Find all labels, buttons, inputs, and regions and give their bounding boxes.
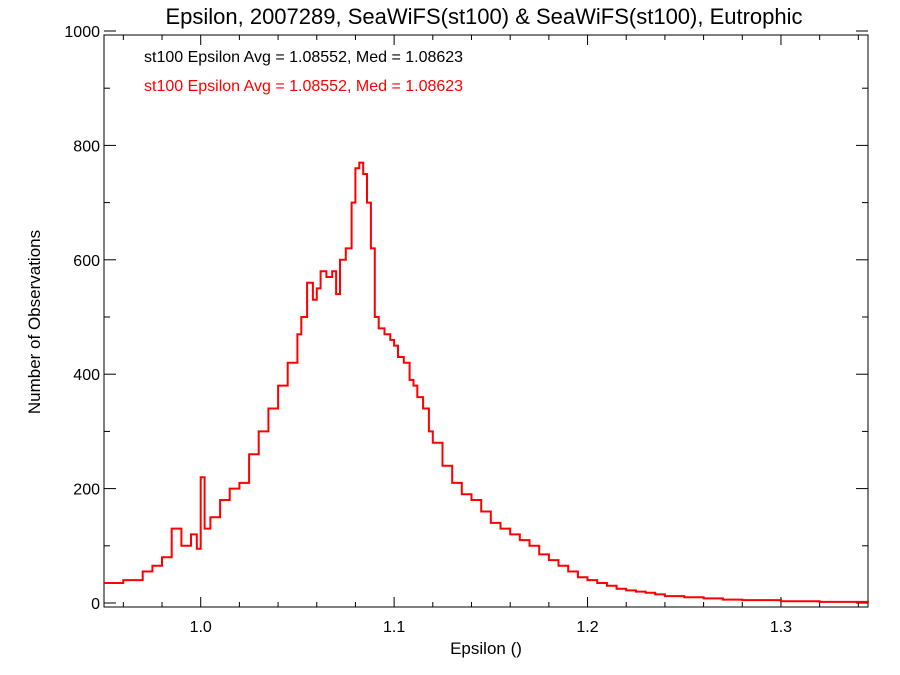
- y-tick-label: 800: [73, 138, 100, 155]
- x-tick-label: 1.0: [190, 619, 212, 636]
- y-tick-label: 600: [73, 253, 100, 270]
- y-tick-label: 1000: [64, 24, 100, 41]
- series-line: [104, 161, 869, 603]
- annotation-red: st100 Epsilon Avg = 1.08552, Med = 1.086…: [144, 78, 463, 95]
- x-axis-label: Epsilon (): [450, 639, 522, 658]
- y-tick-label: 400: [73, 367, 100, 384]
- x-tick-label: 1.1: [383, 619, 405, 636]
- x-tick-label: 1.2: [576, 619, 598, 636]
- plot-area: 1.0 1.1 1.2 1.3 0 200 400 600 800 1000: [64, 24, 869, 636]
- y-tick-label: 0: [91, 596, 100, 613]
- x-tick-label: 1.3: [770, 619, 792, 636]
- chart-title: Epsilon, 2007289, SeaWiFS(st100) & SeaWi…: [165, 4, 802, 29]
- plot-frame: [103, 34, 869, 608]
- y-tick-label: 200: [73, 482, 100, 499]
- annotation-black: st100 Epsilon Avg = 1.08552, Med = 1.086…: [144, 49, 463, 66]
- y-axis-label: Number of Observations: [25, 230, 44, 414]
